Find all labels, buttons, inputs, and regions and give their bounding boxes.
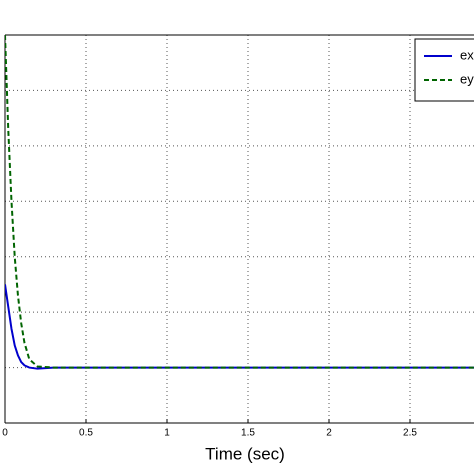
x-tick-label: 0 xyxy=(2,428,8,439)
x-tick-label: 1 xyxy=(164,428,170,439)
x-tick-label: 0.5 xyxy=(79,428,93,439)
legend-box xyxy=(414,38,474,102)
x-tick-label: 2 xyxy=(326,428,332,439)
x-axis-label: Time (sec) xyxy=(205,444,285,463)
series-line xyxy=(5,284,474,370)
x-tick-label: 2.5 xyxy=(403,428,417,439)
x-tick-label: 1.5 xyxy=(241,428,255,439)
legend-label: ey xyxy=(460,71,474,86)
legend-label: ex xyxy=(460,47,474,62)
series-line xyxy=(5,35,474,369)
